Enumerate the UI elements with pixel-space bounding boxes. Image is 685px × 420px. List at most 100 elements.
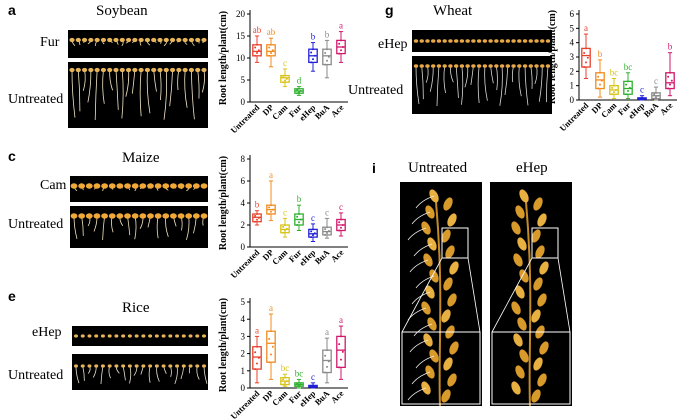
data-point bbox=[296, 88, 299, 91]
significance-letter: bc bbox=[295, 368, 304, 378]
data-point bbox=[669, 71, 671, 74]
y-tick-label: 4 bbox=[570, 38, 575, 48]
data-point bbox=[256, 362, 258, 365]
y-tick-label: 10 bbox=[236, 53, 246, 63]
data-point bbox=[285, 77, 288, 80]
data-point bbox=[299, 90, 302, 92]
y-tick-label: 6 bbox=[241, 176, 246, 186]
data-point bbox=[284, 79, 286, 82]
significance-letter: b bbox=[598, 49, 603, 59]
data-point bbox=[340, 335, 342, 338]
data-point bbox=[312, 228, 314, 231]
data-point bbox=[326, 48, 328, 51]
significance-letter: a bbox=[339, 315, 343, 325]
data-point bbox=[282, 225, 285, 228]
box-bua bbox=[322, 48, 332, 66]
photo-wheat-ehep bbox=[412, 30, 552, 52]
seedlings-icon bbox=[69, 37, 207, 47]
data-point bbox=[312, 58, 314, 61]
data-point bbox=[338, 366, 341, 369]
significance-letter: c bbox=[325, 207, 329, 217]
kernels-icon bbox=[70, 183, 208, 192]
data-point bbox=[324, 228, 327, 231]
data-point bbox=[298, 213, 300, 215]
data-point bbox=[341, 350, 344, 353]
row-label-fur: Fur bbox=[40, 35, 60, 50]
data-point bbox=[284, 74, 286, 77]
data-point bbox=[268, 54, 271, 57]
data-point bbox=[268, 46, 271, 49]
panel-title-wheat: Wheat bbox=[433, 3, 473, 19]
significance-letter: c bbox=[640, 85, 644, 95]
y-tick-label: 2 bbox=[570, 66, 575, 76]
y-tick-label: 0 bbox=[241, 242, 246, 252]
significance-letter: a bbox=[584, 23, 588, 33]
data-point bbox=[312, 48, 314, 51]
data-point bbox=[327, 360, 330, 363]
data-point bbox=[338, 42, 341, 45]
data-point bbox=[611, 86, 614, 89]
data-point bbox=[270, 210, 272, 213]
y-tick-label: 4 bbox=[241, 314, 246, 324]
data-point bbox=[597, 75, 600, 78]
significance-letter: a bbox=[325, 327, 329, 337]
panel-label-a: a bbox=[8, 2, 16, 18]
y-tick-label: 1 bbox=[241, 366, 246, 376]
data-point bbox=[310, 384, 313, 387]
data-point bbox=[254, 46, 257, 49]
data-point bbox=[642, 97, 645, 100]
panel-title-rice: Rice bbox=[122, 300, 150, 316]
significance-letter: ab bbox=[267, 27, 276, 37]
data-point bbox=[627, 90, 629, 93]
data-point bbox=[611, 93, 614, 96]
data-point bbox=[282, 81, 285, 84]
box-untreated bbox=[252, 44, 262, 57]
data-point bbox=[270, 353, 272, 356]
panicle-icon bbox=[491, 189, 571, 407]
box-ace bbox=[336, 335, 346, 369]
photo-soybean-fur bbox=[68, 30, 208, 58]
box-untreated bbox=[252, 346, 262, 370]
data-point bbox=[670, 79, 673, 82]
seedlings-icon bbox=[69, 67, 207, 120]
row-label-cam: Cam bbox=[40, 178, 67, 193]
significance-letter: b bbox=[255, 200, 260, 210]
data-point bbox=[299, 218, 302, 221]
data-point bbox=[586, 56, 589, 59]
data-point bbox=[326, 226, 328, 229]
data-point bbox=[340, 218, 342, 221]
data-point bbox=[324, 354, 327, 357]
data-point bbox=[324, 233, 327, 236]
data-point bbox=[341, 224, 344, 226]
data-point bbox=[298, 87, 300, 90]
data-point bbox=[257, 356, 260, 359]
y-tick-label: 4 bbox=[241, 198, 246, 208]
y-tick-label: 0 bbox=[570, 95, 575, 105]
data-point bbox=[296, 92, 299, 95]
data-point bbox=[298, 384, 300, 387]
panel-label-c: c bbox=[8, 148, 16, 164]
box-ace bbox=[665, 72, 675, 90]
significance-letter: bc bbox=[281, 363, 290, 373]
significance-letter: bc bbox=[610, 68, 619, 78]
data-point bbox=[298, 381, 300, 384]
grains-icon bbox=[413, 39, 551, 43]
y-tick-label: 5 bbox=[241, 297, 246, 307]
panel-label-e: e bbox=[8, 288, 16, 304]
y-tick-label: 1 bbox=[570, 81, 575, 91]
data-point bbox=[285, 380, 288, 383]
data-point bbox=[298, 221, 300, 224]
significance-letter: b bbox=[311, 32, 316, 42]
significance-letter: c bbox=[311, 372, 315, 382]
data-point bbox=[625, 83, 628, 86]
data-point bbox=[340, 226, 342, 229]
y-axis-label: Root length/plant(cm) bbox=[218, 298, 229, 392]
photo-panicle-untreated bbox=[400, 182, 482, 407]
panel-label-i: i bbox=[372, 160, 376, 176]
row-label-ehep-e: eHep bbox=[32, 325, 62, 340]
y-tick-label: 0 bbox=[241, 97, 246, 107]
data-point bbox=[271, 345, 274, 348]
significance-letter: c bbox=[339, 202, 343, 212]
significance-letter: b bbox=[668, 42, 673, 52]
